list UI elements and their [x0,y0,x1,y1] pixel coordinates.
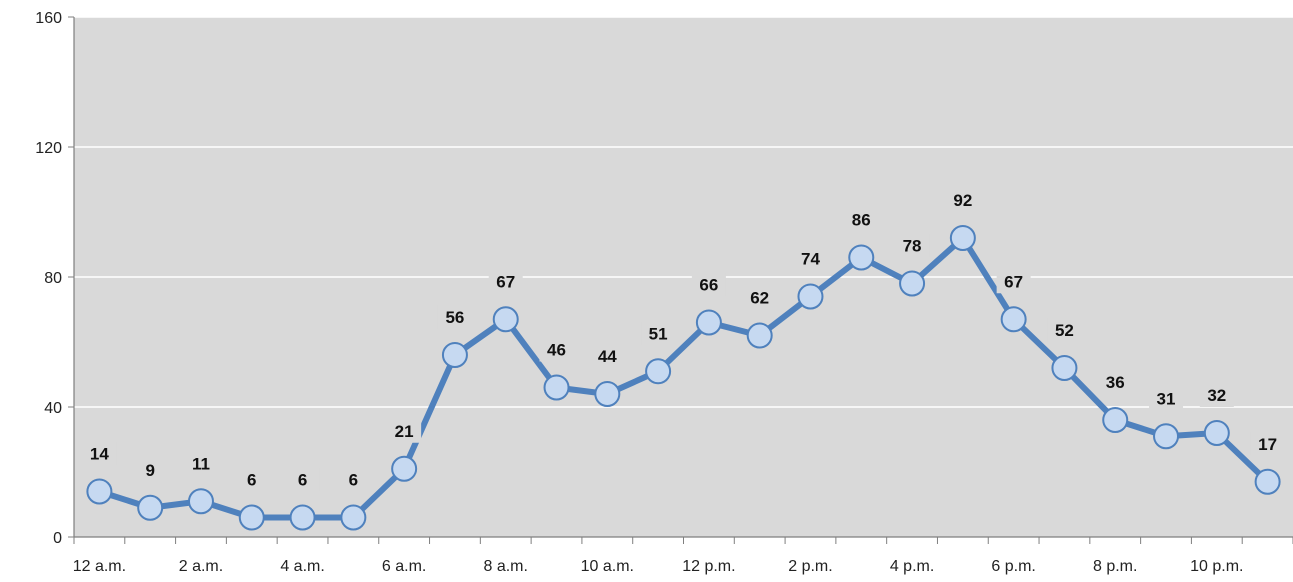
data-label: 6 [247,471,256,490]
data-label-bg [1149,386,1184,411]
data-label-bg [793,246,828,271]
data-label-bg [133,457,168,482]
x-tick-label: 10 a.m. [581,558,634,575]
series [86,225,1281,531]
data-label-bg [183,451,218,476]
x-tick-label: 12 p.m. [682,558,735,575]
data-label: 21 [395,422,414,441]
data-label-bg [285,467,320,492]
data-point [86,478,113,505]
data-label-bg [1199,383,1234,407]
y-axis-ticks: 0 40 80 120 160 [35,10,74,547]
data-label: 56 [445,308,464,327]
x-tick-label: 2 p.m. [788,558,832,575]
y-tick-label: 40 [44,400,62,417]
data-point [1153,423,1180,450]
data-point [746,322,773,349]
data-label: 51 [649,324,668,343]
x-tick-label: 4 p.m. [890,558,934,575]
data-label-bg [336,467,371,492]
y-tick-label: 120 [35,140,62,157]
data-label: 32 [1207,386,1226,405]
data-label-bg [641,321,676,346]
data-point [492,306,519,333]
data-point [187,488,214,515]
data-label: 74 [801,250,820,269]
data-label-bg [1250,431,1285,456]
gridlines [74,16,1293,408]
data-point [543,374,570,401]
data-label: 31 [1157,389,1176,408]
data-label: 9 [145,461,154,480]
data-label: 6 [298,471,307,490]
data-point [137,494,164,521]
data-label-bg [539,337,574,362]
data-label: 86 [852,211,871,230]
x-tick-label: 8 a.m. [483,558,527,575]
data-label-bg [1098,370,1133,394]
data-label: 62 [750,289,769,308]
x-tick-label: 10 p.m. [1190,558,1243,575]
x-tick-label: 6 p.m. [991,558,1035,575]
data-point [645,358,672,385]
data-point [1051,355,1078,381]
data-label: 17 [1258,435,1277,454]
data-label-bg [996,269,1031,294]
data-point [1000,306,1027,333]
data-label: 6 [349,471,358,490]
data-point [1102,407,1129,433]
data-point [1203,420,1230,446]
data-label-bg [82,441,117,466]
data-label: 44 [598,347,617,366]
x-tick-label: 12 a.m. [73,558,126,575]
data-label-bg [742,285,777,310]
data-label: 46 [547,341,566,360]
data-label-bg [590,344,625,368]
x-tick-label: 8 p.m. [1093,558,1137,575]
data-label: 14 [90,445,109,464]
data-label-bg [844,207,879,232]
data-point [594,381,621,407]
data-point [391,455,418,482]
data-label-bg [945,188,980,212]
data-label: 66 [699,276,718,295]
data-point [695,309,722,336]
y-tick-label: 80 [44,270,62,287]
y-tick-label: 160 [35,10,62,27]
x-tick-label: 4 a.m. [280,558,324,575]
x-axis-ticks: 12 a.m. 2 a.m. 4 a.m. 6 a.m. 8 a.m. 10 a.m. 12… [73,537,1293,575]
data-label: 92 [953,191,972,210]
data-label: 36 [1106,373,1125,392]
data-label-bg [234,467,269,492]
data-label: 67 [496,272,515,291]
data-label-bg [387,418,422,443]
data-point [848,244,875,271]
data-label: 11 [192,454,210,473]
x-tick-label: 2 a.m. [179,558,223,575]
y-tick-label: 0 [53,530,62,547]
data-point [340,504,367,531]
data-label-bg [437,305,472,329]
data-label-bg [691,272,726,297]
data-point [238,504,265,531]
data-point [289,504,316,531]
data-label-bg [1047,318,1082,342]
data-point [797,283,824,310]
x-tick-label: 6 a.m. [382,558,426,575]
data-point [441,342,468,368]
data-point [949,225,976,251]
data-label: 52 [1055,321,1074,340]
data-point [899,270,926,297]
data-label-bg [895,233,930,258]
data-label: 67 [1004,272,1023,291]
data-label: 78 [903,237,922,256]
data-label-bg [488,269,523,294]
data-point [1254,468,1281,495]
